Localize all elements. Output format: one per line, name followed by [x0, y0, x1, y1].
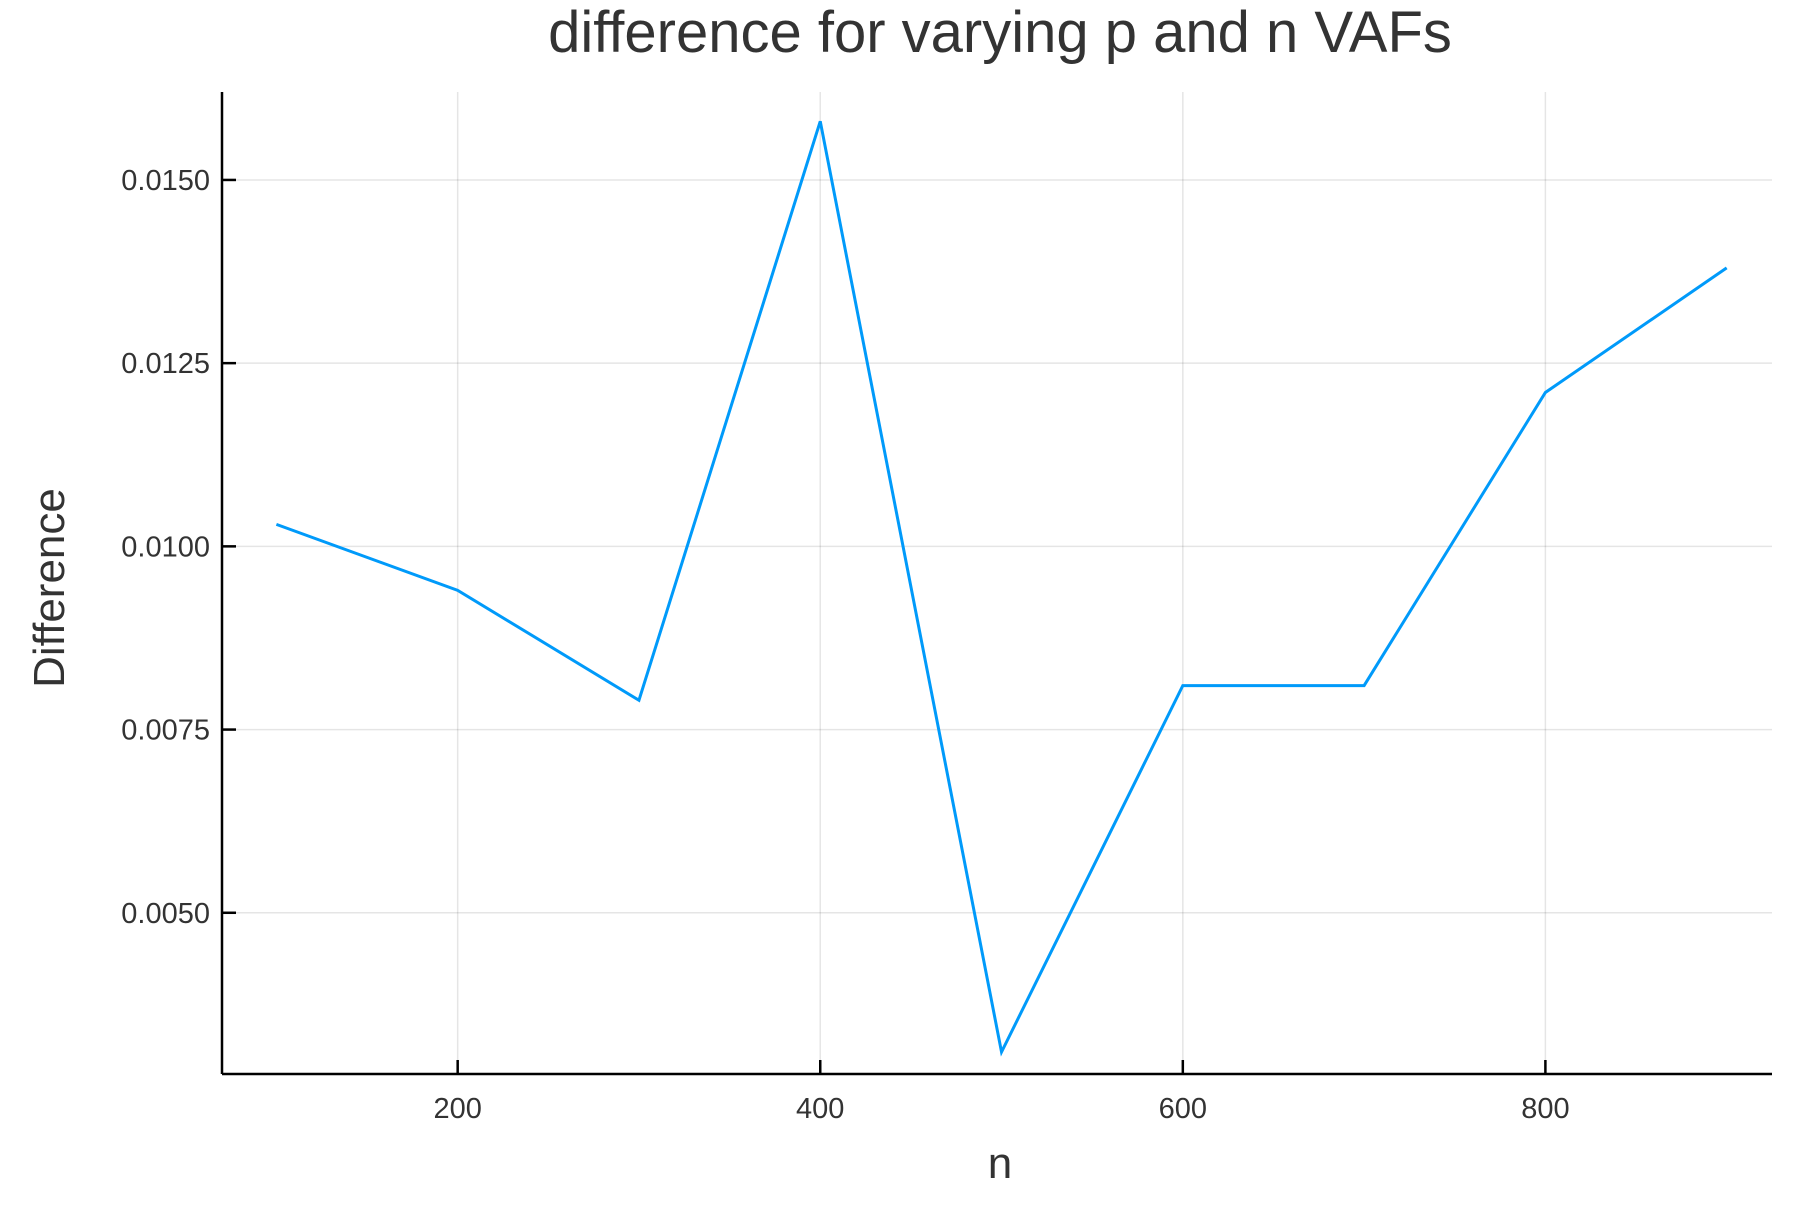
- y-tick-label: 0.0050: [121, 898, 210, 930]
- y-tick-label: 0.0075: [121, 715, 210, 747]
- axes: 200 400 600 800 0.0050 0.0075 0.0100 0.0125 0.01…: [121, 92, 1772, 1125]
- grid: [222, 92, 1772, 1074]
- y-tick-label: 0.0100: [121, 531, 210, 563]
- y-tick-label: 0.0150: [121, 165, 210, 197]
- x-tick-label: 400: [796, 1093, 844, 1125]
- x-tick-label: 800: [1521, 1093, 1569, 1125]
- y-axis-label: Difference: [25, 488, 74, 688]
- x-axis-label: n: [988, 1139, 1012, 1188]
- x-tick-label: 200: [433, 1093, 481, 1125]
- chart-title: difference for varying p and n VAFs: [548, 0, 1452, 65]
- y-tick-label: 0.0125: [121, 348, 210, 380]
- x-tick-label: 600: [1159, 1093, 1207, 1125]
